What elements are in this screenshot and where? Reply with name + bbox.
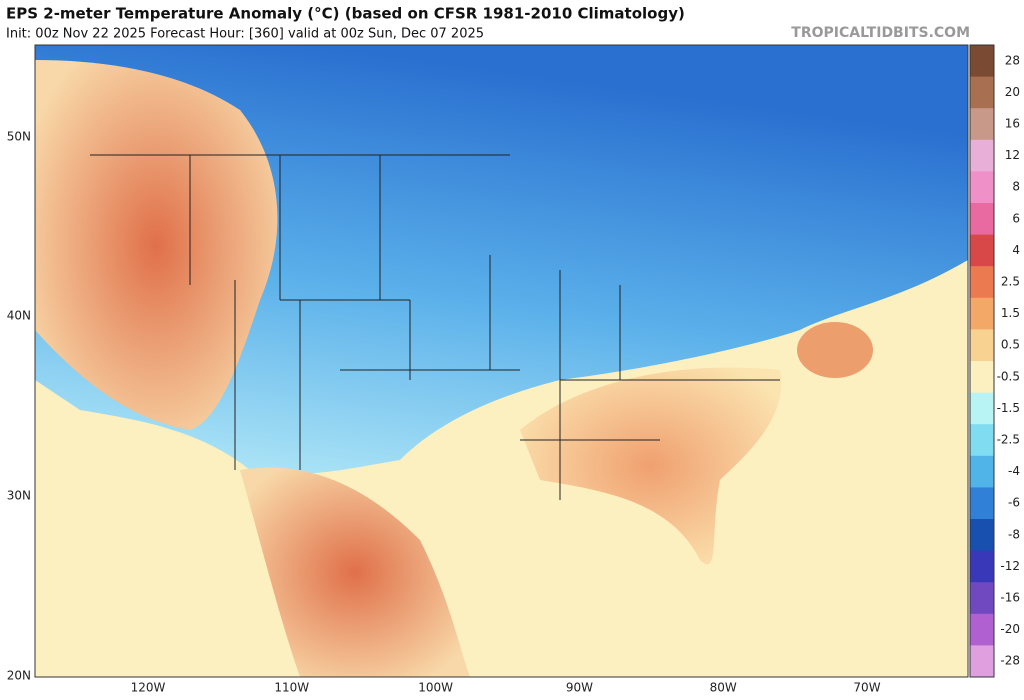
colorbar-swatch	[970, 455, 994, 488]
colorbar-label: -20	[1000, 622, 1020, 636]
colorbar-label: 16	[1005, 117, 1020, 131]
colorbar-swatch	[970, 645, 994, 678]
colorbar-label: -2.5	[997, 433, 1020, 447]
warm-anomaly-southeast	[520, 367, 782, 565]
colorbar-label: -28	[1000, 654, 1020, 668]
title: EPS 2-meter Temperature Anomaly (°C) (ba…	[6, 5, 685, 23]
colorbar: 28 20 16 12 8 6 4 2.5 1.5 0.5 -0.5 -1.5 -2.5 -4 -6 -8 -1…	[969, 44, 1020, 678]
colorbar-swatch	[970, 234, 994, 267]
colorbar-label: -8	[1008, 527, 1020, 541]
colorbar-swatch	[970, 424, 994, 457]
colorbar-label: 20	[1005, 85, 1020, 99]
warm-anomaly-mexico	[240, 467, 470, 677]
lat-label: 50N	[7, 130, 31, 144]
colorbar-label: 1.5	[1001, 306, 1020, 320]
watermark: TROPICALTIDBITS.COM	[791, 25, 970, 41]
lon-label: 70W	[853, 681, 880, 695]
lat-label: 30N	[7, 489, 31, 503]
colorbar-swatch	[970, 550, 994, 583]
colorbar-label: -0.5	[997, 369, 1020, 383]
colorbar-swatch	[970, 171, 994, 204]
lon-label: 80W	[710, 681, 737, 695]
lon-label: 120W	[131, 681, 166, 695]
colorbar-label: 0.5	[1001, 338, 1020, 352]
colorbar-label: 2.5	[1001, 275, 1020, 289]
warm-anomaly-atlantic	[797, 322, 873, 378]
lon-label: 90W	[566, 681, 593, 695]
colorbar-label: 6	[1012, 211, 1020, 225]
colorbar-label: -1.5	[997, 401, 1020, 415]
state-borders	[90, 154, 780, 500]
lon-label: 100W	[418, 681, 453, 695]
colorbar-swatch	[970, 266, 994, 299]
colorbar-swatch	[970, 203, 994, 236]
lat-label: 20N	[7, 669, 31, 683]
colorbar-swatch	[970, 45, 994, 78]
subtitle: Init: 00z Nov 22 2025 Forecast Hour: [36…	[6, 27, 484, 42]
colorbar-label: -6	[1008, 496, 1020, 510]
colorbar-frame	[969, 44, 995, 678]
colorbar-swatch	[970, 582, 994, 615]
colorbar-label: 12	[1005, 148, 1020, 162]
cold-anomaly	[35, 45, 968, 475]
lon-label: 110W	[274, 681, 309, 695]
colorbar-label: 8	[1012, 180, 1020, 194]
lat-label: 40N	[7, 309, 31, 323]
colorbar-swatch	[970, 487, 994, 520]
colorbar-label: -16	[1000, 591, 1020, 605]
colorbar-swatch	[970, 519, 994, 552]
map	[34, 44, 969, 678]
colorbar-swatch	[970, 108, 994, 141]
colorbar-swatch	[970, 613, 994, 646]
colorbar-swatch	[970, 139, 994, 172]
colorbar-swatch	[970, 361, 994, 394]
colorbar-swatch	[970, 297, 994, 330]
warm-anomaly-west	[35, 60, 278, 430]
colorbar-swatch	[970, 76, 994, 109]
colorbar-swatch	[970, 329, 994, 362]
colorbar-swatch	[970, 392, 994, 425]
axis-labels: 50N 40N 30N 20N 120W 110W 100W 90W 80W 70W	[7, 130, 881, 695]
colorbar-label: -12	[1000, 559, 1020, 573]
map-frame	[34, 44, 969, 678]
colorbar-label: 28	[1005, 53, 1020, 67]
colorbar-label: 4	[1012, 243, 1020, 257]
colorbar-label: -4	[1008, 464, 1020, 478]
